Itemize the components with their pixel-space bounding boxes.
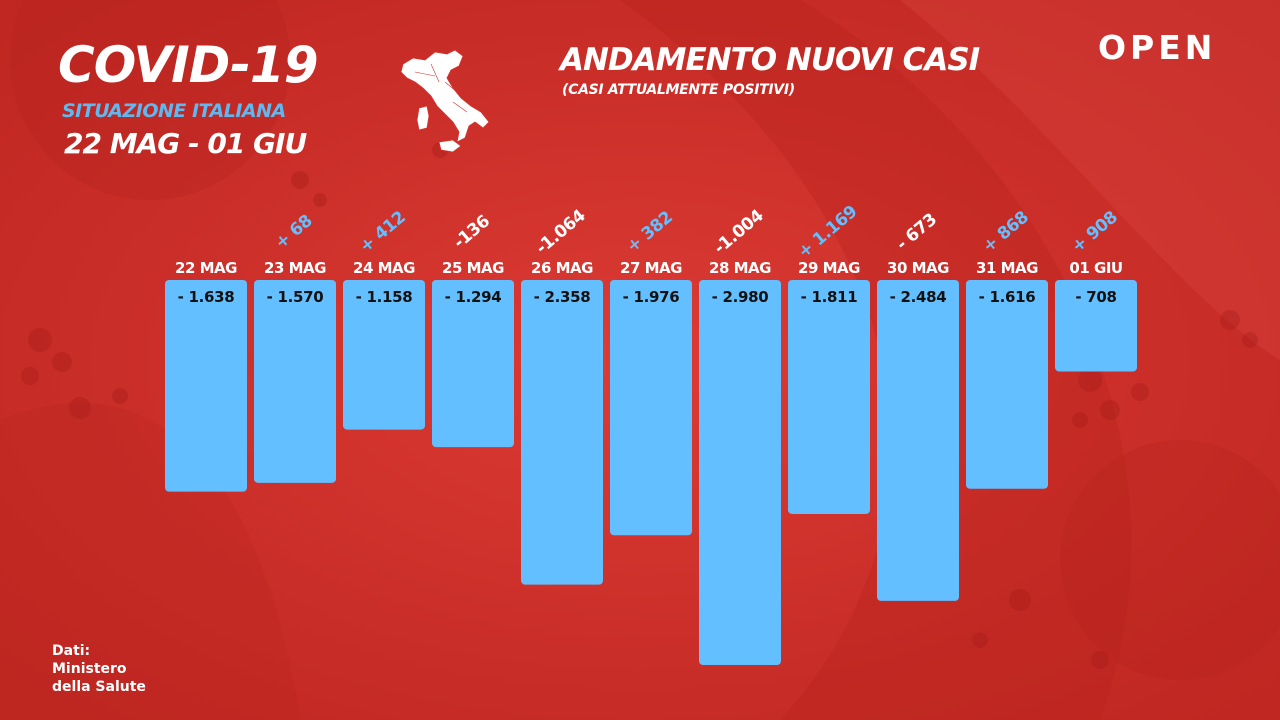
delta-label: + 908	[1068, 207, 1122, 256]
category-label: 01 GIU	[1069, 259, 1122, 277]
category-label: 30 MAG	[887, 259, 949, 277]
open-logo: OPEN	[1098, 28, 1217, 67]
data-source: Dati: Ministero della Salute	[52, 642, 192, 697]
bar-24-mag	[343, 280, 425, 430]
bar-31-mag	[966, 280, 1048, 489]
delta-label: - 673	[893, 210, 941, 255]
bar-27-mag	[610, 280, 692, 536]
data-source-line: della Salute	[52, 679, 146, 696]
italy-map-icon	[400, 49, 490, 153]
value-label: - 2.484	[890, 288, 947, 306]
category-label: 22 MAG	[175, 259, 237, 277]
delta-label: + 1.169	[794, 202, 861, 263]
value-label: - 1.638	[178, 288, 235, 306]
category-label: 29 MAG	[798, 259, 860, 277]
delta-label: + 412	[356, 207, 410, 256]
data-source-line: Ministero	[52, 661, 127, 678]
category-label: 25 MAG	[442, 259, 504, 277]
category-label: 28 MAG	[709, 259, 771, 277]
category-label: 23 MAG	[264, 259, 326, 277]
delta-label: + 68	[271, 211, 316, 253]
category-label: 31 MAG	[976, 259, 1038, 277]
delta-label: + 868	[979, 207, 1033, 256]
bar-30-mag	[877, 280, 959, 601]
value-label: - 708	[1075, 288, 1116, 306]
value-label: - 2.980	[712, 288, 769, 306]
bar-26-mag	[521, 280, 603, 585]
value-label: - 1.570	[267, 288, 324, 306]
delta-label: -1.064	[532, 205, 590, 258]
category-label: 27 MAG	[620, 259, 682, 277]
category-label: 24 MAG	[353, 259, 415, 277]
data-source-line: Dati:	[52, 643, 91, 659]
bar-01-giu	[1055, 280, 1137, 372]
value-label: - 1.616	[979, 288, 1036, 306]
delta-label: -136	[450, 211, 494, 252]
page-subtitle: SITUAZIONE ITALIANA	[62, 100, 286, 122]
bar-28-mag	[699, 280, 781, 665]
bar-25-mag	[432, 280, 514, 448]
category-label: 26 MAG	[531, 259, 593, 277]
chart-subtitle: (CASI ATTUALMENTE POSITIVI)	[562, 82, 795, 98]
delta-label: -1.004	[710, 205, 768, 258]
delta-label: + 382	[623, 207, 677, 256]
value-label: - 2.358	[534, 288, 591, 306]
page-title: COVID-19	[58, 36, 318, 94]
value-label: - 1.158	[356, 288, 413, 306]
bar-22-mag	[165, 280, 247, 492]
date-range: 22 MAG - 01 GIU	[64, 127, 307, 160]
value-label: - 1.811	[801, 288, 858, 306]
value-label: - 1.976	[623, 288, 680, 306]
chart-title: ANDAMENTO NUOVI CASI	[560, 42, 980, 78]
bar-23-mag	[254, 280, 336, 483]
value-label: - 1.294	[445, 288, 502, 306]
bar-29-mag	[788, 280, 870, 514]
